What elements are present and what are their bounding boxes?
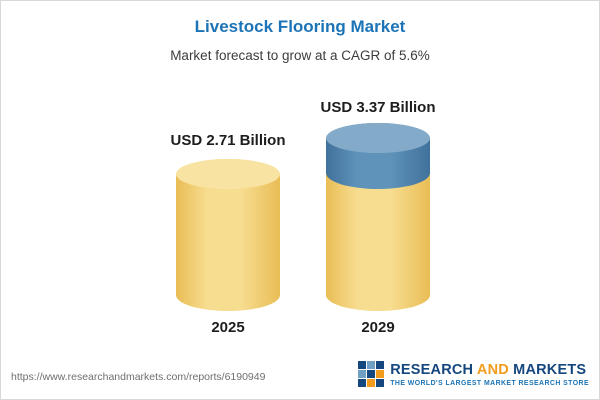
x-axis-label-2029: 2029 <box>361 319 395 336</box>
logo-word-and: AND <box>476 361 509 378</box>
research-and-markets-logo: RESEARCH AND MARKETS THE WORLD'S LARGEST… <box>358 361 589 387</box>
bar-2025-top-ellipse <box>176 159 280 189</box>
value-label-2029: USD 3.37 Billion <box>320 99 436 116</box>
logo-wordmark: RESEARCH AND MARKETS <box>390 362 586 378</box>
logo-word-research: RESEARCH <box>390 361 477 378</box>
bar-2025-cylinder <box>176 159 280 311</box>
bar-2029-cylinder <box>326 123 430 311</box>
chart-subtitle: Market forecast to grow at a CAGR of 5.6… <box>170 48 430 63</box>
x-axis-label-2025: 2025 <box>211 319 245 336</box>
chart-title: Livestock Flooring Market <box>194 17 406 36</box>
report-url: https://www.researchandmarkets.com/repor… <box>11 371 266 383</box>
bar-2029-top-ellipse <box>326 123 430 153</box>
logo-tagline: THE WORLD'S LARGEST MARKET RESEARCH STOR… <box>390 379 589 387</box>
logo-word-markets: MARKETS <box>508 361 587 378</box>
value-label-2025: USD 2.71 Billion <box>170 132 286 149</box>
logo-flag-icon <box>358 361 385 387</box>
logo-text: RESEARCH AND MARKETS THE WORLD'S LARGEST… <box>390 362 589 387</box>
